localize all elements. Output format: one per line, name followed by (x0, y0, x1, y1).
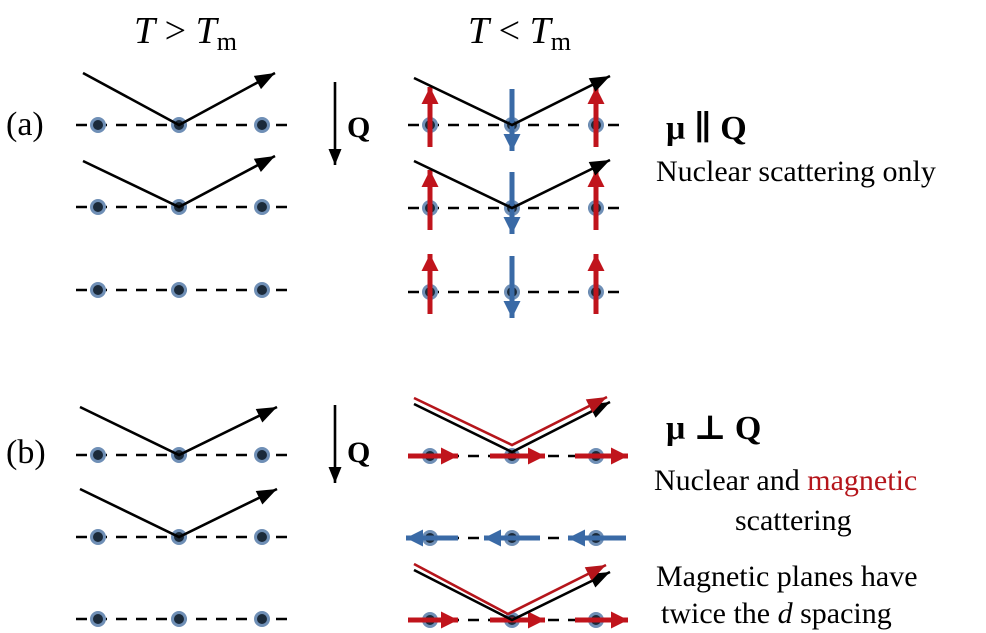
atom (90, 117, 106, 133)
incident-ray-b-left-2 (79, 487, 278, 539)
atom (422, 117, 438, 133)
panel-b-description-line1: Nuclear and magnetic (654, 464, 918, 497)
panel-b-label: (b) (6, 434, 46, 471)
spin-right-arrow-head (611, 611, 628, 629)
spin-right-arrow-head (528, 447, 545, 465)
magnetic-ray-b-2 (413, 562, 607, 616)
atom (504, 117, 520, 133)
atom (422, 200, 438, 216)
magnetic-ray-b-1-head (585, 397, 607, 413)
incident-ray-b-left-2-head (255, 489, 277, 505)
panel-b-description-line3: Magnetic planes have (656, 560, 918, 593)
spin-down-arrow-head (503, 134, 521, 151)
atom (171, 199, 187, 215)
atom (254, 611, 270, 627)
panel-a-condition: μ ∥ Q (666, 110, 747, 147)
panel-a-label: (a) (6, 106, 44, 143)
magnetic-ray-b-1 (413, 395, 608, 447)
atom (254, 447, 270, 463)
atom (504, 284, 520, 300)
atom (422, 612, 438, 628)
spin-up-arrow-head (587, 87, 605, 104)
atom (171, 447, 187, 463)
atom (254, 529, 270, 545)
nuclear-ray-b-2 (413, 568, 611, 622)
atom (588, 530, 604, 546)
atom (422, 530, 438, 546)
spin-up-arrow-head (421, 170, 439, 187)
incident-ray-a-right-1-head (588, 76, 610, 92)
atom (588, 448, 604, 464)
atom (171, 117, 187, 133)
atom (171, 282, 187, 298)
atom (90, 282, 106, 298)
header-above-tm: T > Tm (134, 10, 237, 56)
spin-right-arrow-head (441, 447, 458, 465)
panel-a-description: Nuclear scattering only (656, 155, 936, 188)
incident-ray-a-right-2 (413, 158, 611, 210)
atom (90, 447, 106, 463)
incident-ray-a-left-2 (82, 154, 276, 209)
atom (254, 199, 270, 215)
atom (171, 529, 187, 545)
atom (588, 117, 604, 133)
atom (504, 200, 520, 216)
q-arrow-b-head (328, 467, 342, 483)
atom (254, 117, 270, 133)
incident-ray-a-left-1 (82, 71, 276, 127)
atom (90, 199, 106, 215)
atom (90, 611, 106, 627)
nuclear-ray-b-1 (413, 400, 611, 454)
magnetic-ray-b-2-head (584, 565, 606, 581)
spin-right-arrow-head (441, 611, 458, 629)
atom (588, 612, 604, 628)
spin-down-arrow-head (503, 217, 521, 234)
atom (254, 282, 270, 298)
incident-ray-b-left-1-head (255, 407, 277, 423)
incident-ray-a-right-1 (413, 74, 611, 127)
spin-down-arrow-head (503, 301, 521, 318)
nuclear-ray-b-1-head (588, 402, 610, 418)
q-arrow-a-head (328, 149, 342, 165)
atom (588, 284, 604, 300)
atom (422, 284, 438, 300)
atom (90, 529, 106, 545)
atom (422, 448, 438, 464)
spin-up-arrow-head (421, 254, 439, 271)
panel-b-description-line4: twice the d spacing (661, 597, 892, 630)
spin-left-arrow-head (484, 529, 501, 547)
header-below-tm: T < Tm (468, 10, 571, 56)
atom (504, 530, 520, 546)
incident-ray-b-left-1 (79, 405, 278, 457)
atom (171, 611, 187, 627)
atom (588, 200, 604, 216)
atom (504, 448, 520, 464)
atom (504, 612, 520, 628)
spin-up-arrow-head (421, 87, 439, 104)
spin-right-arrow-head (528, 611, 545, 629)
panel-a-q-label: Q (347, 111, 371, 144)
spin-right-arrow-head (611, 447, 628, 465)
panel-b-description-line2: scattering (735, 504, 852, 537)
incident-ray-a-left-1-head (253, 73, 275, 90)
panel-b-q-label: Q (347, 436, 371, 469)
spin-left-arrow-head (406, 529, 423, 547)
panel-b-condition: μ ⊥ Q (666, 410, 762, 447)
magnetic-word: magnetic (807, 464, 918, 497)
incident-ray-a-right-2-head (588, 160, 610, 176)
nuclear-ray-b-2-head (588, 572, 610, 588)
incident-ray-a-left-2-head (253, 156, 275, 173)
spin-up-arrow-head (587, 170, 605, 187)
spin-left-arrow-head (568, 529, 585, 547)
spin-up-arrow-head (587, 254, 605, 271)
